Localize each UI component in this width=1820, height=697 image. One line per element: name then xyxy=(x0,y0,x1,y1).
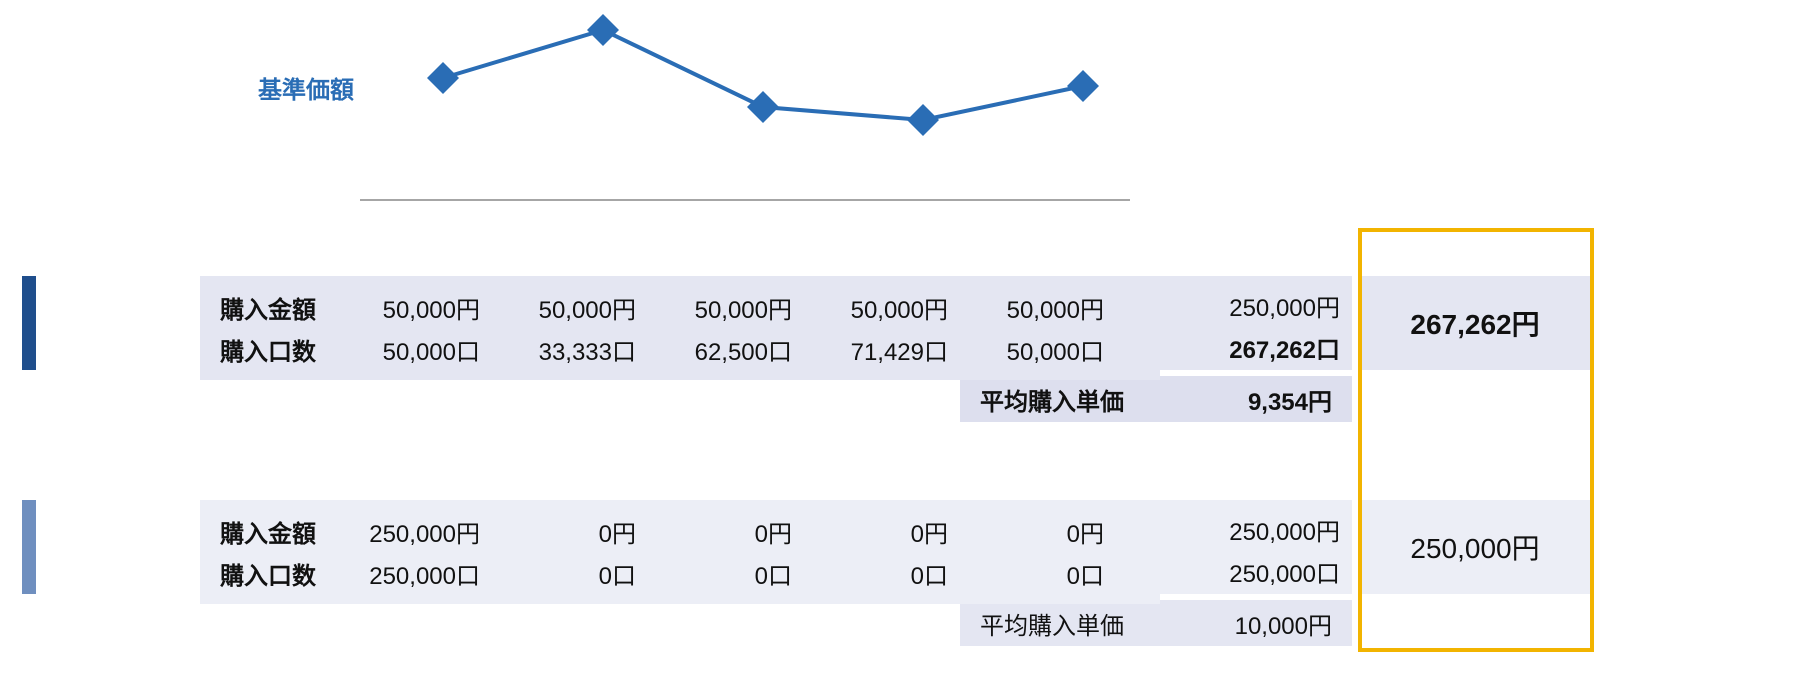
section-1-accent-bar xyxy=(22,276,36,370)
section-2-amount-total: 250,000円 xyxy=(1156,508,1352,550)
cell: 50,000円 xyxy=(644,290,800,325)
cell: 71,429口 xyxy=(800,332,956,367)
section-1-amount-total: 250,000円 xyxy=(1156,284,1352,326)
section-1-eval-value: 267,262円 xyxy=(1360,276,1590,370)
section-1-avg-label: 平均購入単価 xyxy=(960,382,1152,417)
section-2-avg-value: 10,000円 xyxy=(1152,606,1332,641)
cell: 250,000口 xyxy=(332,556,488,591)
section-1-band: 購入金額 50,000円 50,000円 50,000円 50,000円 50,… xyxy=(200,276,1160,380)
section-2-band: 購入金額 250,000円 0円 0円 0円 0円 購入口数 250,000口 … xyxy=(200,500,1160,604)
section-1-amount-row: 購入金額 50,000円 50,000円 50,000円 50,000円 50,… xyxy=(200,286,1160,328)
cell: 0円 xyxy=(800,514,956,549)
cell: 50,000円 xyxy=(488,290,644,325)
section-2-units-total: 250,000口 xyxy=(1156,550,1352,592)
section-1-amount-label: 購入金額 xyxy=(200,290,332,325)
section-2-eval-value: 250,000円 xyxy=(1360,500,1590,594)
section-2-accent-bar xyxy=(22,500,36,594)
section-2-amount-label: 購入金額 xyxy=(200,514,332,549)
section-1-units-total: 267,262口 xyxy=(1156,326,1352,368)
legend-label: 基準価額 xyxy=(258,70,354,105)
cell: 250,000円 xyxy=(332,514,488,549)
cell: 0口 xyxy=(488,556,644,591)
section-1-units-row: 購入口数 50,000口 33,333口 62,500口 71,429口 50,… xyxy=(200,328,1160,370)
section-1-units-label: 購入口数 xyxy=(200,332,332,367)
stage: 基準価額 購入金額 50,000円 50,000円 50,000円 50,000… xyxy=(0,0,1820,697)
section-2-units-label: 購入口数 xyxy=(200,556,332,591)
cell: 50,000円 xyxy=(332,290,488,325)
cell: 62,500口 xyxy=(644,332,800,367)
cell: 0口 xyxy=(800,556,956,591)
cell: 50,000口 xyxy=(332,332,488,367)
section-2-amount-row: 購入金額 250,000円 0円 0円 0円 0円 xyxy=(200,510,1160,552)
cell: 0円 xyxy=(956,514,1112,549)
cell: 50,000円 xyxy=(956,290,1112,325)
cell: 0円 xyxy=(644,514,800,549)
section-2-avg-box: 平均購入単価 10,000円 xyxy=(960,600,1352,646)
section-1-avg-box: 平均購入単価 9,354円 xyxy=(960,376,1352,422)
cell: 50,000円 xyxy=(800,290,956,325)
cell: 33,333口 xyxy=(488,332,644,367)
cell: 0口 xyxy=(956,556,1112,591)
cell: 50,000口 xyxy=(956,332,1112,367)
section-2-units-row: 購入口数 250,000口 0口 0口 0口 0口 xyxy=(200,552,1160,594)
cell: 0円 xyxy=(488,514,644,549)
section-2-avg-label: 平均購入単価 xyxy=(960,606,1152,641)
cell: 0口 xyxy=(644,556,800,591)
section-1-avg-value: 9,354円 xyxy=(1152,382,1332,417)
